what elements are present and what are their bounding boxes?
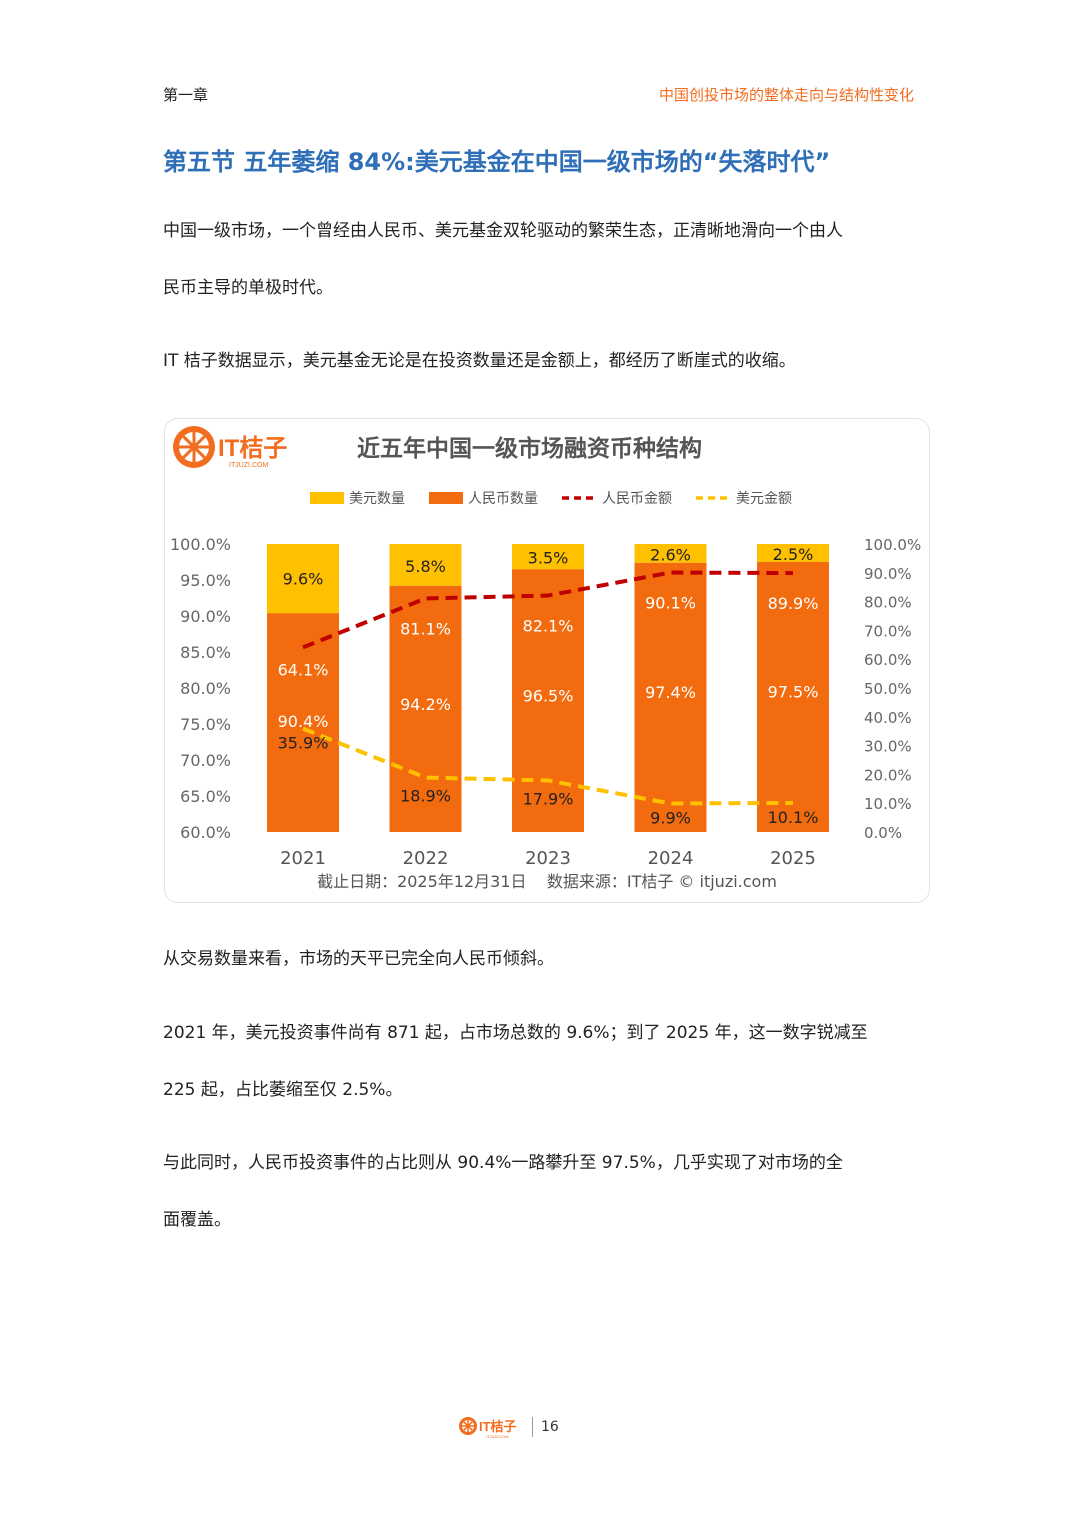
y-right-tick-label: 50.0% [864,680,912,698]
x-tick-label: 2022 [403,848,449,869]
data-label-rmb-count: 97.4% [645,683,696,702]
x-tick-label: 2023 [525,848,571,869]
legend-label-rmb-amount: 人民币金额 [602,491,672,507]
bar-rmb-count [267,613,339,832]
y-left-tick-label: 90.0% [180,607,231,626]
chart-footnote: 截止日期：2025年12月31日 数据来源：IT桔子 © itjuzi.com [317,872,777,891]
y-right-tick-label: 70.0% [864,622,912,640]
bar-rmb-count [389,585,462,832]
line-rmb-amount [302,570,794,650]
bar-rmb-count [634,562,707,832]
data-label-usd-amount: 9.9% [650,808,691,827]
data-label-usd-amount: 18.9% [400,787,451,806]
data-label-usd-count: 5.8% [405,557,446,576]
legend-label-usd-count: 美元数量 [349,491,405,507]
x-tick-label: 2025 [770,848,816,869]
legend-label-usd-amount: 美元金额 [736,491,792,507]
x-tick-label: 2024 [648,848,694,869]
bar-usd-count [634,544,707,563]
footer-logo: IT桔子 ITJUZI.COM [459,1417,517,1439]
orange-slice-icon [459,1417,477,1435]
data-label-usd-amount: 17.9% [523,789,574,808]
x-tick-label: 2021 [280,848,326,869]
data-label-rmb-count: 96.5% [523,686,574,705]
section-title: 第五节 五年萎缩 84%:美元基金在中国一级市场的“失落时代” [163,148,831,176]
y-right-tick-label: 40.0% [864,709,912,727]
bar-rmb-count [757,562,829,832]
y-right-tick-label: 90.0% [864,565,912,583]
chapter-label: 第一章 [163,86,209,104]
y-right-tick-label: 30.0% [864,738,912,756]
itjuzi-logo: IT桔子 ITJUZI.COM [173,426,287,469]
legend-swatch-usd-count [310,492,344,504]
data-label-usd-count: 3.5% [528,549,569,568]
y-left-tick-label: 100.0% [170,535,231,554]
bar-rmb-count [512,569,584,832]
data-label-rmb-count: 90.4% [278,712,329,731]
chart-card: IT桔子 ITJUZI.COM 近五年中国一级市场融资币种结构 美元数量 人民币… [164,418,930,903]
y-left-tick-label: 95.0% [180,571,231,590]
data-label-usd-amount: 35.9% [278,734,329,753]
y-right-tick-label: 10.0% [864,795,912,813]
data-label-rmb-amount: 81.1% [400,619,451,638]
paragraph-data-intro: IT 桔子数据显示，美元基金无论是在投资数量还是金额上，都经历了断崖式的收缩。 [163,351,796,371]
data-label-rmb-amount: 90.1% [645,594,696,613]
legend-swatch-rmb-count [429,492,463,504]
data-label-rmb-count: 97.5% [768,683,819,702]
bar-usd-count [267,544,339,614]
y-right-tick-label: 0.0% [864,824,902,842]
y-left-tick-label: 80.0% [180,679,231,698]
footer-domain: ITJUZI.COM [486,1434,508,1439]
y-left-tick-label: 75.0% [180,715,231,734]
logo-domain: ITJUZI.COM [229,462,268,469]
data-label-usd-count: 9.6% [283,570,324,589]
bar-usd-count [389,544,462,586]
paragraph-usd-line-2: 225 起，占比萎缩至仅 2.5%。 [163,1080,403,1100]
chapter-title: 中国创投市场的整体走向与结构性变化 [658,86,914,104]
legend-label-rmb-count: 人民币数量 [468,491,538,507]
data-label-rmb-amount: 82.1% [523,617,574,636]
footer-brand: IT桔子 [479,1419,517,1434]
data-label-rmb-count: 94.2% [400,695,451,714]
paragraph-intro-line-1: 中国一级市场，一个曾经由人民币、美元基金双轮驱动的繁荣生态，正清晰地滑向一个由人 [163,221,843,241]
plot-area: 100.0% 95.0% 90.0% 85.0% 80.0% 75.0% 70.0% 65.0… [170,535,921,869]
page-footer: IT桔子 ITJUZI.COM 16 [458,1414,559,1440]
data-label-usd-amount: 10.1% [768,808,819,827]
logo-brand: IT桔子 [218,435,287,462]
y-right-tick-label: 80.0% [864,594,912,612]
data-label-usd-count: 2.5% [773,545,814,564]
y-left-tick-label: 60.0% [180,823,231,842]
data-label-rmb-amount: 64.1% [278,660,329,679]
y-left-tick-label: 85.0% [180,643,231,662]
currency-structure-chart: IT桔子 ITJUZI.COM 近五年中国一级市场融资币种结构 美元数量 人民币… [170,426,921,891]
chart-title: 近五年中国一级市场融资币种结构 [357,435,702,462]
footer-divider [532,1417,533,1437]
bar-usd-count [757,544,829,562]
y-left-tick-label: 65.0% [180,787,231,806]
y-left-tick-label: 70.0% [180,751,231,770]
chart-legend: 美元数量 人民币数量 人民币金额 美元金额 [310,491,792,507]
paragraph-count-intro: 从交易数量来看，市场的天平已完全向人民币倾斜。 [163,949,554,969]
paragraph-rmb-line-1: 与此同时，人民币投资事件的占比则从 90.4%一路攀升至 97.5%，几乎实现了… [163,1153,843,1173]
y-right-tick-label: 100.0% [864,536,921,554]
y-right-tick-label: 60.0% [864,651,912,669]
orange-slice-icon [173,426,215,468]
line-usd-amount [302,726,794,806]
paragraph-rmb-line-2: 面覆盖。 [163,1210,231,1230]
y-right-tick-label: 20.0% [864,766,912,784]
paragraph-intro-line-2: 民币主导的单极时代。 [163,278,333,298]
bar-usd-count [512,544,584,570]
data-label-usd-count: 2.6% [650,545,691,564]
page-number: 16 [541,1419,559,1435]
data-label-rmb-amount: 89.9% [768,594,819,613]
paragraph-usd-line-1: 2021 年，美元投资事件尚有 871 起，占市场总数的 9.6%；到了 202… [163,1023,868,1043]
